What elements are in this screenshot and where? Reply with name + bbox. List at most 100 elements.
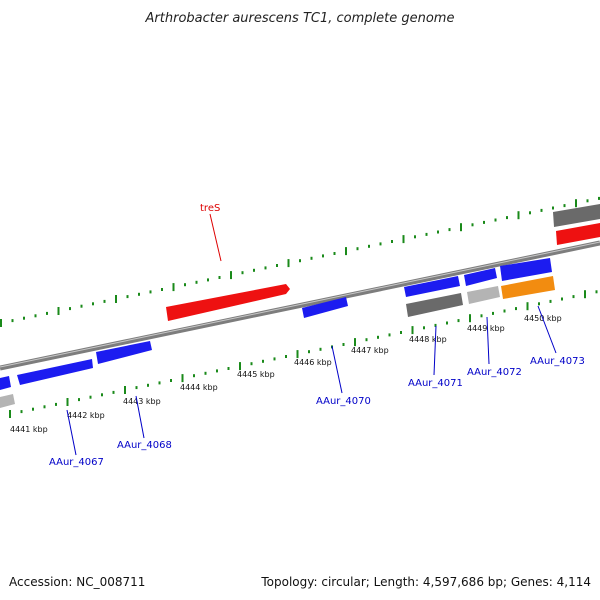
gene-arrow-right-upper-red[interactable]: [556, 223, 600, 245]
minor-tick: [253, 268, 255, 272]
minor-tick: [46, 311, 48, 315]
minor-tick: [434, 323, 437, 327]
minor-tick: [322, 254, 324, 258]
major-tick: [0, 319, 2, 327]
tick-track-lower: [9, 290, 598, 418]
minor-tick: [193, 374, 195, 378]
minor-tick: [135, 386, 138, 390]
minor-tick: [69, 307, 71, 311]
major-tick: [402, 235, 405, 244]
minor-tick: [250, 362, 253, 366]
gene-arrow-AAur_4068[interactable]: [96, 341, 152, 364]
major-tick: [575, 199, 577, 208]
minor-tick: [425, 232, 428, 236]
minor-tick: [207, 278, 209, 282]
minor-tick: [80, 304, 83, 308]
minor-tick: [158, 381, 161, 385]
minor-tick: [368, 244, 370, 248]
gene-box-left-edge-gray[interactable]: [0, 394, 15, 408]
genome-summary-text: Topology: circular; Length: 4,597,686 bp…: [260, 575, 591, 589]
map-title: Arthrobacter aurescens TC1, complete gen…: [145, 11, 455, 26]
gene-label-AAur_4073[interactable]: AAur_4073: [530, 356, 585, 367]
minor-tick: [149, 290, 152, 294]
kbp-label: 4445 kbp: [237, 370, 275, 379]
minor-tick: [494, 218, 497, 222]
minor-tick: [515, 307, 517, 311]
major-tick: [230, 271, 232, 280]
gene-arrow-right-small[interactable]: [464, 268, 497, 286]
minor-tick: [55, 402, 57, 406]
minor-tick: [126, 295, 129, 299]
gene-label-AAur_4067[interactable]: AAur_4067: [49, 457, 104, 468]
gene-arrow-AAur_4070[interactable]: [302, 297, 348, 318]
minor-tick: [184, 283, 186, 287]
gene-arrow-AAur_4071[interactable]: [404, 276, 460, 297]
minor-tick: [423, 326, 425, 330]
kbp-label: 4449 kbp: [467, 324, 505, 333]
accession-text: Accession: NC_008711: [9, 575, 145, 589]
minor-tick: [586, 199, 589, 203]
minor-tick: [112, 390, 115, 394]
major-tick: [172, 283, 175, 292]
gene-arrow-left-edge[interactable]: [0, 376, 11, 390]
minor-tick: [264, 266, 267, 270]
gene-box-AAur_4073[interactable]: [501, 276, 555, 299]
gene-arrow-AAur_4067[interactable]: [17, 359, 93, 385]
minor-tick: [11, 319, 14, 323]
gene-label-AAur_4068[interactable]: AAur_4068: [117, 440, 172, 451]
kbp-label: 4448 kbp: [409, 335, 447, 344]
minor-tick: [492, 311, 494, 315]
major-tick: [181, 374, 184, 383]
minor-tick: [480, 314, 483, 318]
kbp-label: 4441 kbp: [10, 425, 48, 434]
minor-tick: [195, 280, 198, 284]
kbp-label: 4442 kbp: [67, 411, 105, 420]
major-tick: [57, 307, 60, 315]
minor-tick: [549, 299, 552, 303]
major-tick: [9, 410, 11, 418]
minor-tick: [595, 290, 598, 294]
gene-box-AAur_4072[interactable]: [467, 286, 500, 304]
minor-tick: [342, 343, 345, 346]
minor-tick: [379, 242, 382, 246]
minor-tick: [503, 309, 506, 313]
minor-tick: [273, 357, 276, 361]
minor-tick: [227, 367, 230, 370]
gene-box-hypothetical[interactable]: [406, 293, 463, 317]
forward-strand: [166, 204, 600, 321]
major-tick: [239, 362, 241, 371]
minor-tick: [319, 347, 322, 351]
minor-tick: [20, 410, 23, 414]
tick-track-upper: [0, 196, 600, 327]
minor-tick: [529, 211, 531, 215]
gene-arrow-right-mid[interactable]: [500, 258, 552, 281]
gene-label-AAur_4071[interactable]: AAur_4071: [408, 378, 463, 389]
minor-tick: [391, 240, 393, 243]
major-tick: [296, 350, 299, 359]
minor-tick: [262, 359, 264, 363]
minor-tick: [43, 405, 46, 409]
minor-tick: [204, 371, 207, 375]
minor-tick: [356, 247, 359, 251]
major-tick: [411, 326, 414, 335]
minor-tick: [538, 302, 540, 306]
minor-tick: [310, 256, 313, 260]
minor-tick: [333, 252, 336, 255]
minor-tick: [101, 393, 103, 397]
kbp-label: 4443 kbp: [123, 397, 161, 406]
major-tick: [287, 259, 290, 268]
minor-tick: [572, 295, 575, 299]
minor-tick: [365, 338, 368, 342]
gene-label-treS[interactable]: treS: [200, 203, 220, 214]
minor-tick: [161, 288, 163, 291]
gene-arrow-right-upper-gray[interactable]: [553, 204, 600, 227]
minor-tick: [170, 379, 172, 382]
gene-label-AAur_4072[interactable]: AAur_4072: [467, 367, 522, 378]
gene-arrow-treS[interactable]: [166, 284, 290, 321]
major-tick: [66, 398, 69, 406]
major-tick: [469, 314, 471, 323]
minor-tick: [285, 355, 287, 358]
minor-tick: [540, 208, 543, 212]
minor-tick: [241, 271, 244, 275]
gene-label-AAur_4070[interactable]: AAur_4070: [316, 396, 371, 407]
